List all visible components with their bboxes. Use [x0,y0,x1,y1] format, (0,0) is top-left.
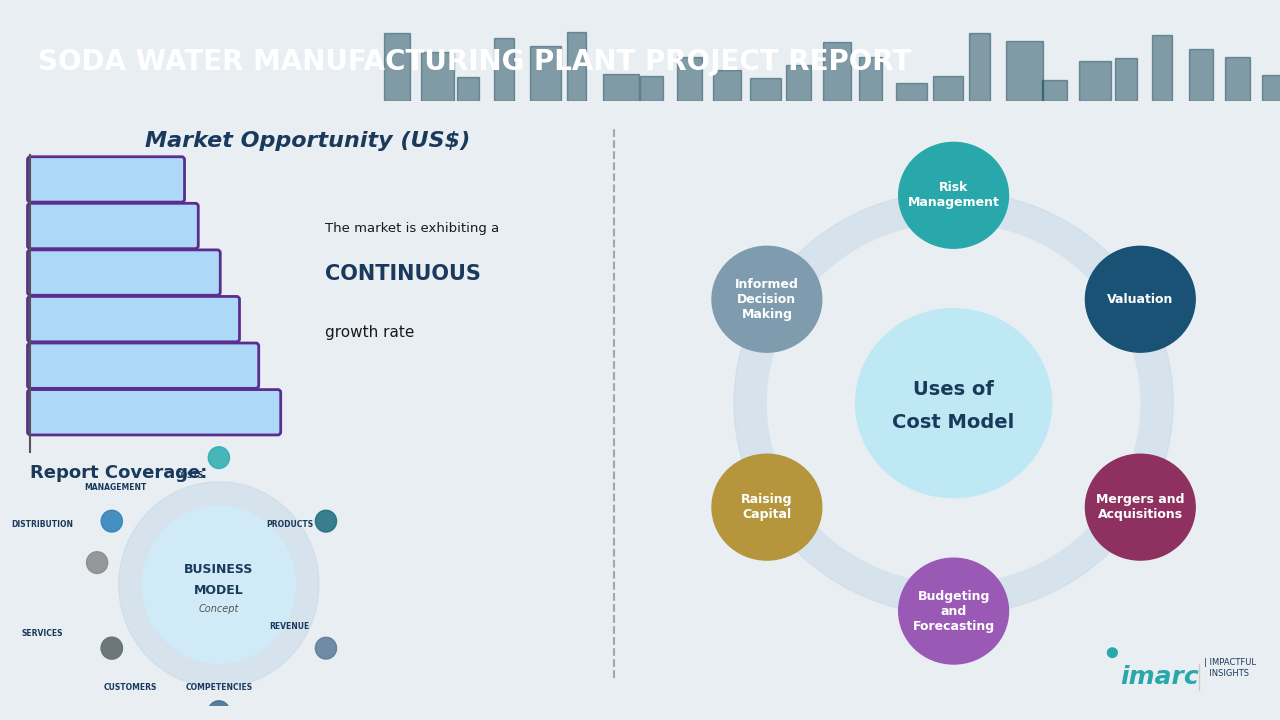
Bar [859,57,882,101]
Text: CUSTOMERS: CUSTOMERS [104,683,157,692]
Bar [603,74,639,101]
Bar [933,76,964,101]
Bar [1225,57,1251,101]
Bar [677,57,701,101]
FancyBboxPatch shape [28,343,259,388]
Text: BUSINESS: BUSINESS [184,563,253,576]
Circle shape [101,510,123,532]
Circle shape [768,224,1139,582]
Text: Raising
Capital: Raising Capital [741,493,792,521]
Circle shape [209,446,229,469]
Text: | IMPACTFUL
  INSIGHTS: | IMPACTFUL INSIGHTS [1204,658,1257,678]
Bar [713,70,741,101]
Text: MANAGEMENT: MANAGEMENT [84,483,147,492]
Circle shape [315,510,337,532]
Circle shape [899,558,1009,664]
Bar [1042,80,1068,101]
Circle shape [209,701,229,720]
Bar [640,76,663,101]
Circle shape [855,309,1052,498]
Circle shape [315,637,337,659]
Circle shape [712,246,822,352]
Text: DISTRIBUTION: DISTRIBUTION [12,520,73,528]
Circle shape [142,506,296,663]
Bar [494,37,515,101]
Text: imarc: imarc [1120,665,1199,689]
Text: COSTS: COSTS [175,472,204,480]
FancyBboxPatch shape [28,297,239,342]
Circle shape [712,454,822,560]
Bar [969,33,989,101]
Bar [1152,35,1172,101]
Text: The market is exhibiting a: The market is exhibiting a [325,222,499,235]
Text: Valuation: Valuation [1107,293,1174,306]
Bar [530,46,561,101]
Text: growth rate: growth rate [325,325,415,340]
Text: REVENUE: REVENUE [269,623,310,631]
Circle shape [119,482,319,688]
Circle shape [1107,648,1117,657]
Text: SERVICES: SERVICES [22,629,63,637]
Text: MODEL: MODEL [195,584,243,597]
Text: Market Opportunity (US$): Market Opportunity (US$) [145,131,470,151]
Bar [1189,49,1212,101]
Text: Mergers and
Acquisitions: Mergers and Acquisitions [1096,493,1184,521]
Circle shape [1085,246,1196,352]
Circle shape [101,637,123,659]
Bar [1006,41,1043,101]
FancyBboxPatch shape [28,250,220,295]
Text: Concept: Concept [198,604,239,614]
Bar [786,66,812,101]
Text: Informed
Decision
Making: Informed Decision Making [735,278,799,320]
Bar [567,32,586,101]
Circle shape [101,637,123,659]
Bar [421,53,454,101]
Text: PRODUCTS: PRODUCTS [266,520,314,528]
Text: Uses of: Uses of [913,380,995,400]
Text: Report Coverage:: Report Coverage: [31,464,207,482]
Bar [384,33,411,101]
Text: Cost Model: Cost Model [892,413,1015,431]
Bar [750,78,781,101]
Circle shape [735,192,1174,615]
Text: Risk
Management: Risk Management [908,181,1000,210]
Text: CONTINUOUS: CONTINUOUS [325,264,481,284]
Text: COMPETENCIES: COMPETENCIES [186,683,252,692]
Bar [823,42,851,101]
Bar [457,77,479,101]
Text: SODA WATER MANUFACTURING PLANT PROJECT REPORT: SODA WATER MANUFACTURING PLANT PROJECT R… [38,48,911,76]
Bar [896,83,927,101]
Circle shape [899,143,1009,248]
FancyBboxPatch shape [28,203,198,248]
FancyBboxPatch shape [28,390,280,435]
Bar [1262,76,1280,101]
Circle shape [87,552,108,573]
FancyBboxPatch shape [28,157,184,202]
Bar [1115,58,1137,101]
Circle shape [1085,454,1196,560]
Text: Budgeting
and
Forecasting: Budgeting and Forecasting [913,590,995,633]
Bar [1079,61,1111,101]
